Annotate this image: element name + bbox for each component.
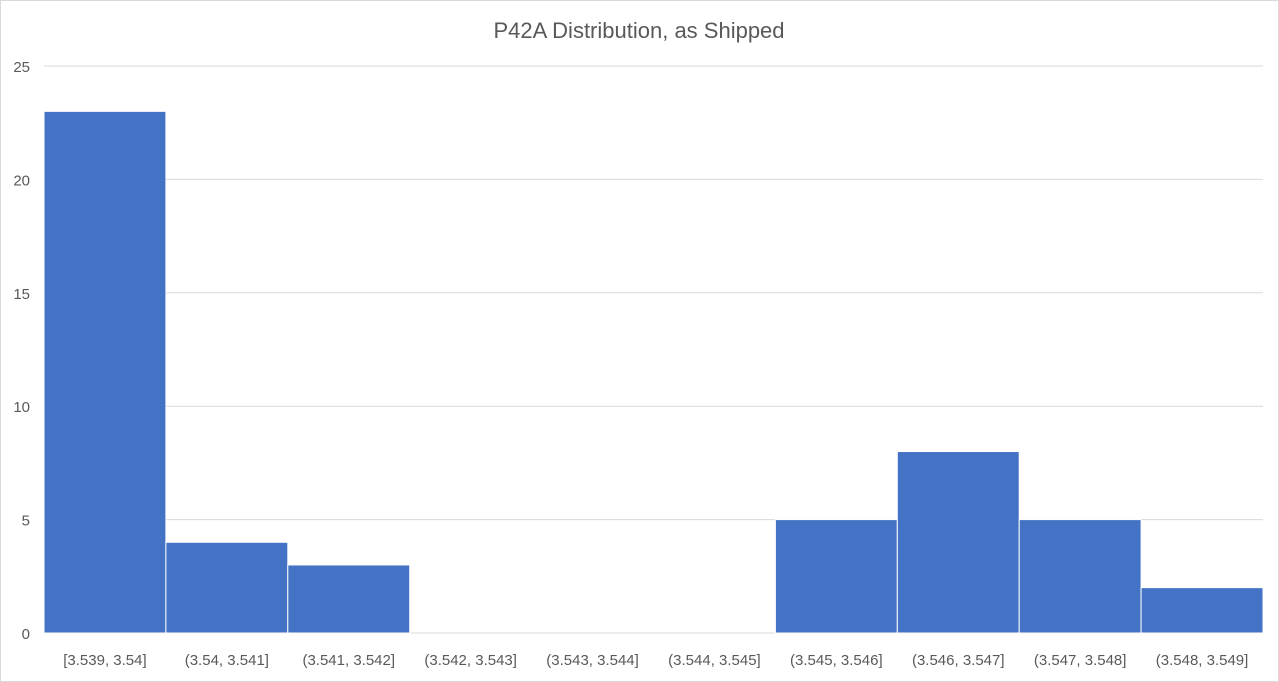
- histogram-bar: [774, 519, 898, 634]
- y-tick-label: 5: [22, 513, 30, 530]
- histogram-bar: [896, 451, 1020, 634]
- y-tick-label: 20: [13, 172, 30, 189]
- y-tick-label: 10: [13, 399, 30, 416]
- x-tick-label: (3.547, 3.548]: [1034, 652, 1127, 669]
- histogram-bar: [165, 541, 289, 634]
- x-tick-label: (3.544, 3.545]: [668, 652, 761, 669]
- histogram-bar: [1140, 587, 1264, 634]
- x-tick-label: [3.539, 3.54]: [63, 652, 146, 669]
- x-tick-label: (3.546, 3.547]: [912, 652, 1005, 669]
- x-tick-label: (3.543, 3.544]: [546, 652, 639, 669]
- x-tick-label: (3.54, 3.541]: [185, 652, 269, 669]
- chart-title: P42A Distribution, as Shipped: [493, 18, 784, 43]
- x-tick-label: (3.545, 3.546]: [790, 652, 883, 669]
- x-tick-label: (3.548, 3.549]: [1156, 652, 1249, 669]
- histogram-bar: [287, 564, 411, 634]
- y-tick-label: 25: [13, 59, 30, 76]
- x-tick-label: (3.541, 3.542]: [302, 652, 395, 669]
- histogram-bar: [43, 110, 167, 634]
- y-tick-label: 0: [22, 626, 30, 643]
- y-tick-label: 15: [13, 286, 30, 303]
- histogram-bar: [1018, 519, 1142, 634]
- x-tick-label: (3.542, 3.543]: [424, 652, 517, 669]
